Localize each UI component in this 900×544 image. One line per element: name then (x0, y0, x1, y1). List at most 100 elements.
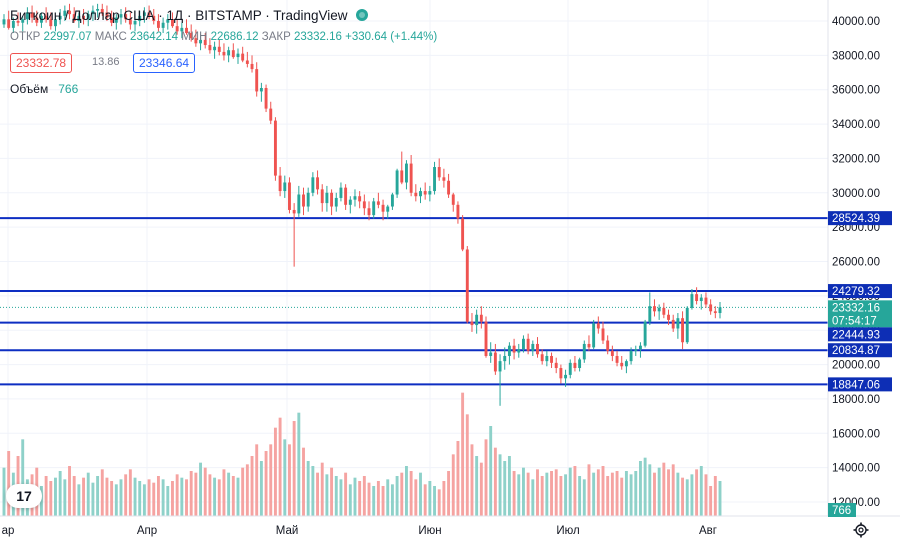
price-axis-label[interactable]: 18847.06 (828, 377, 892, 392)
horizontal-levels[interactable] (0, 217, 828, 386)
volume-bar (133, 477, 137, 516)
tradingview-logo[interactable]: 17 (6, 484, 42, 508)
candle (273, 117, 277, 181)
volume-bar (2, 467, 6, 516)
time-axis[interactable]: ар Апр Май Июн Июл Авг (2, 525, 717, 537)
candle (344, 184, 348, 210)
volume-bar (550, 471, 553, 516)
sell-price-button[interactable]: 23332.78 (10, 53, 73, 73)
candle (423, 182, 427, 200)
candle (175, 19, 179, 35)
volume-bar (381, 486, 385, 516)
volume-bar (110, 481, 114, 516)
price-axis-label[interactable]: 07:54:17 (828, 313, 892, 328)
y-tick-label: 38000.00 (832, 50, 880, 62)
volume-bar (405, 466, 408, 516)
volume-bar (259, 461, 263, 516)
volume-bar (185, 479, 188, 516)
y-tick-label: 34000.00 (832, 119, 880, 131)
price-axis-label[interactable]: 28524.39 (828, 211, 892, 226)
volume-bar (507, 456, 511, 516)
candle (554, 357, 558, 374)
volume-bar (100, 469, 104, 516)
volume-bar (358, 481, 362, 516)
candle (348, 196, 352, 214)
volume-bar (171, 481, 174, 516)
volume-bar (461, 392, 465, 516)
volume-bar (372, 486, 376, 516)
price-axis-label[interactable]: 20834.87 (828, 343, 892, 358)
candle (545, 350, 549, 367)
volume-bar (152, 482, 156, 516)
candle (596, 316, 600, 334)
volume-bar (58, 471, 62, 516)
y-tick-label: 14000.00 (832, 463, 880, 475)
gear-icon[interactable] (853, 522, 869, 538)
buy-price-button[interactable]: 23346.64 (133, 53, 196, 73)
candle (550, 352, 553, 369)
candle (409, 154, 413, 197)
volume-bar (362, 476, 366, 516)
candle (227, 46, 231, 63)
price-axis-label[interactable]: 22444.93 (828, 327, 892, 342)
volume-bar (704, 474, 708, 516)
x-tick-label: Апр (137, 525, 157, 537)
symbol-title[interactable]: Биткоин / Доллар США · 1Д · BITSTAMP · T… (10, 8, 368, 23)
volume-bar (278, 417, 282, 516)
volume-bar (147, 479, 151, 516)
low-label: МИН (181, 31, 208, 43)
volume-bar (339, 479, 343, 516)
volume-bar (442, 481, 446, 516)
volume-bar (414, 479, 418, 516)
volume-bar (353, 477, 357, 516)
volume-bar (142, 484, 146, 516)
volume-bar (194, 472, 198, 516)
candle (156, 14, 160, 32)
volume-bar (648, 464, 652, 516)
candle (82, 8, 86, 25)
volume-bar (395, 476, 399, 516)
volume-bar (344, 472, 348, 516)
candle (213, 41, 217, 59)
candle (250, 55, 254, 73)
volume-bar (217, 479, 221, 516)
candle (704, 292, 708, 308)
candle (493, 343, 497, 375)
volume-bar (82, 477, 86, 516)
volume-bar (629, 474, 633, 516)
volume-bar (283, 439, 287, 516)
candle (573, 355, 577, 372)
price-axis-label[interactable]: 24279.32 (828, 284, 892, 299)
volume-bar (236, 477, 240, 516)
candle (264, 84, 268, 113)
volume-bar (325, 474, 329, 516)
volume-bar (526, 472, 530, 516)
candle (451, 192, 455, 212)
candle (110, 10, 114, 27)
candle (269, 101, 273, 125)
price-axis-label[interactable]: 23332.16 (828, 300, 892, 315)
volume-bar (77, 484, 81, 516)
volume-bar (105, 477, 109, 516)
volume-bar (690, 474, 694, 516)
candle (39, 12, 43, 28)
close-value: 23332.16 (293, 31, 342, 43)
candle (86, 10, 90, 27)
volume-bar (302, 447, 305, 516)
candle (222, 43, 226, 61)
volume-bar (638, 461, 642, 516)
price-axis[interactable]: 40000.00 38000.00 36000.00 34000.00 32000.00… (0, 0, 900, 517)
volume-bar (559, 476, 563, 516)
volume-bar (124, 474, 128, 516)
candle (96, 3, 100, 18)
candle (395, 168, 399, 198)
candle (58, 8, 62, 25)
volume-bar (72, 476, 76, 516)
candle (138, 10, 142, 27)
volume-bar (68, 466, 71, 516)
volume-legend[interactable]: Объём 766 (10, 82, 78, 96)
candle (512, 338, 516, 360)
candle (208, 38, 212, 54)
candle (311, 172, 315, 197)
